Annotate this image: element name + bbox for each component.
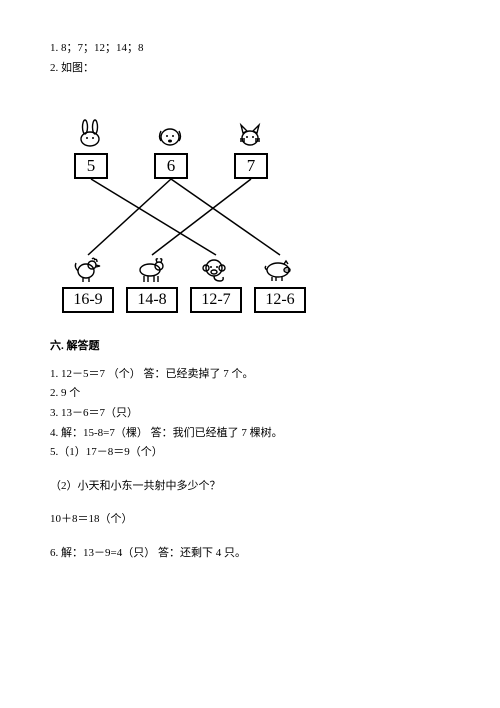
answer-calculation: 10＋8＝18（个） [50, 511, 450, 529]
section-6-title: 六. 解答题 [50, 338, 450, 356]
answer-line: 5.（1）17－8＝9（个） [50, 444, 450, 462]
header-line-2: 2. 如图： [50, 60, 450, 78]
answer-line: 4. 解：15-8=7（棵） 答：我们已经植了 7 棵树。 [50, 425, 450, 443]
answer-line: 6. 解：13－9=4（只） 答：还剩下 4 只。 [50, 545, 450, 563]
goat-icon [132, 253, 168, 283]
answer-line: 2. 9 个 [50, 385, 450, 403]
rooster-icon [68, 253, 104, 283]
bottom-expression-box: 12-6 [254, 287, 306, 313]
answer-line: 1. 12－5＝7 （个） 答：已经卖掉了 7 个。 [50, 366, 450, 384]
top-value-box: 7 [234, 153, 268, 179]
bottom-expression-box: 14-8 [126, 287, 178, 313]
dog-icon [152, 119, 188, 149]
header-line-1: 1. 8；7；12；14；8 [50, 40, 450, 58]
top-value-box: 6 [154, 153, 188, 179]
cat-icon [232, 119, 268, 149]
matching-diagram: 5 6 7 16-9 14-8 12-7 12-6 [50, 95, 320, 320]
answer-line: 3. 13－6＝7（只） [50, 405, 450, 423]
answer-sub-question: （2）小天和小东一共射中多少个？ [50, 478, 450, 496]
bottom-expression-box: 16-9 [62, 287, 114, 313]
top-value-box: 5 [74, 153, 108, 179]
bottom-expression-box: 12-7 [190, 287, 242, 313]
monkey-icon [196, 253, 232, 283]
pig-icon [260, 253, 296, 283]
rabbit-icon [72, 119, 108, 149]
